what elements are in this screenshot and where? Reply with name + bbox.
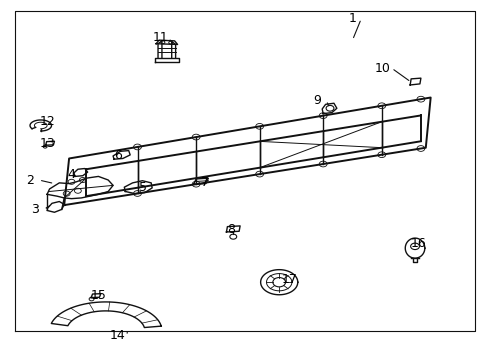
Text: 1: 1 — [348, 12, 356, 25]
Text: 11: 11 — [153, 31, 169, 44]
Text: 14: 14 — [110, 329, 126, 342]
Text: 13: 13 — [40, 137, 55, 150]
Text: 12: 12 — [39, 115, 55, 128]
Text: 15: 15 — [91, 289, 106, 302]
Text: 9: 9 — [314, 94, 321, 107]
Text: 17: 17 — [282, 273, 298, 286]
Text: 5: 5 — [139, 181, 147, 194]
Text: 7: 7 — [201, 176, 209, 189]
Text: 2: 2 — [26, 174, 34, 186]
Text: 10: 10 — [375, 62, 391, 75]
Text: 3: 3 — [31, 203, 39, 216]
Text: 6: 6 — [114, 149, 122, 162]
Text: 16: 16 — [411, 237, 426, 250]
Text: 8: 8 — [227, 222, 235, 236]
Text: 4: 4 — [68, 168, 75, 181]
